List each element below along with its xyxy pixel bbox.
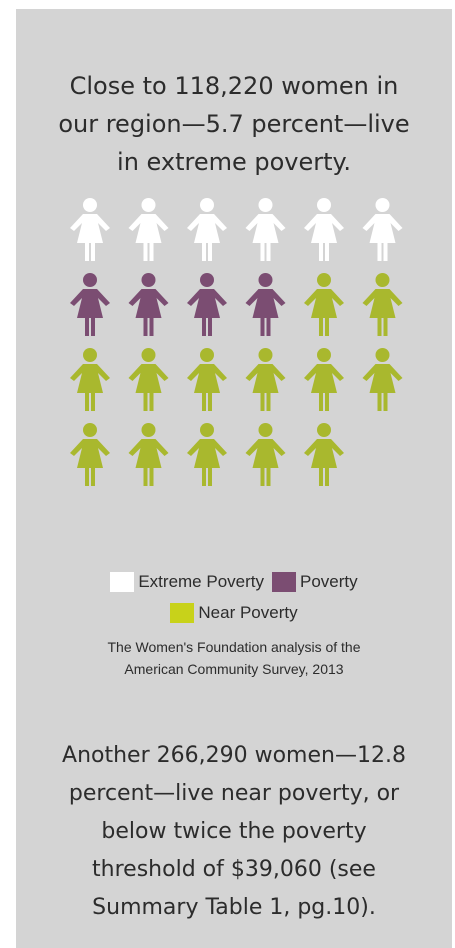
woman-icon <box>362 348 403 411</box>
headline-line: our region—5.7 percent—live <box>58 110 410 138</box>
woman-icon <box>304 423 344 486</box>
legend-item-near-poverty: Near Poverty <box>170 603 298 623</box>
headline: Close to 118,220 women in our region—5.7… <box>16 67 452 181</box>
bottom-line: Summary Table 1, pg.10). <box>92 895 376 920</box>
woman-icon <box>187 348 227 411</box>
bottom-line: Another 266,290 women—12.8 <box>62 743 406 768</box>
woman-icon <box>128 348 169 411</box>
woman-icon <box>245 198 286 261</box>
legend: Near Poverty <box>16 603 452 623</box>
legend-swatch <box>170 603 195 623</box>
woman-icon <box>304 273 344 336</box>
bottom-line: below twice the poverty <box>101 819 367 844</box>
legend-item-poverty: Poverty <box>272 572 358 592</box>
woman-icon <box>70 423 110 486</box>
woman-icon <box>245 423 286 486</box>
woman-icon <box>304 348 344 411</box>
woman-icon <box>362 198 403 261</box>
bottom-text: Another 266,290 women—12.8 percent—live … <box>16 737 452 927</box>
headline-line: in extreme poverty. <box>117 148 351 176</box>
woman-icon <box>70 198 110 261</box>
bottom-line: percent—live near poverty, or <box>68 781 400 806</box>
legend-item-extreme-poverty: Extreme Poverty <box>110 572 264 592</box>
woman-icon <box>187 273 227 336</box>
woman-icon <box>128 273 169 336</box>
woman-icon <box>187 198 227 261</box>
legend-label: Poverty <box>300 572 358 591</box>
legend: Extreme Poverty Poverty <box>16 572 452 592</box>
bottom-line: threshold of $39,060 (see <box>92 857 376 882</box>
legend-label: Extreme Poverty <box>138 572 264 591</box>
source-line: American Community Survey, 2013 <box>124 661 344 677</box>
woman-icon <box>128 423 169 486</box>
woman-icon <box>187 423 227 486</box>
woman-icon <box>245 348 286 411</box>
legend-swatch <box>272 572 296 592</box>
pictograph-chart <box>70 198 403 486</box>
woman-icon <box>245 273 286 336</box>
source-line: The Women's Foundation analysis of the <box>107 639 361 655</box>
woman-icon <box>362 273 403 336</box>
legend-swatch <box>110 572 135 592</box>
infographic-panel: Close to 118,220 women in our region—5.7… <box>16 9 452 948</box>
source-note: The Women's Foundation analysis of the A… <box>16 636 452 680</box>
woman-icon <box>70 273 110 336</box>
woman-icon <box>304 198 344 261</box>
woman-icon <box>70 348 110 411</box>
headline-line: Close to 118,220 women in <box>69 72 399 100</box>
legend-label: Near Poverty <box>198 603 298 622</box>
woman-icon <box>128 198 169 261</box>
